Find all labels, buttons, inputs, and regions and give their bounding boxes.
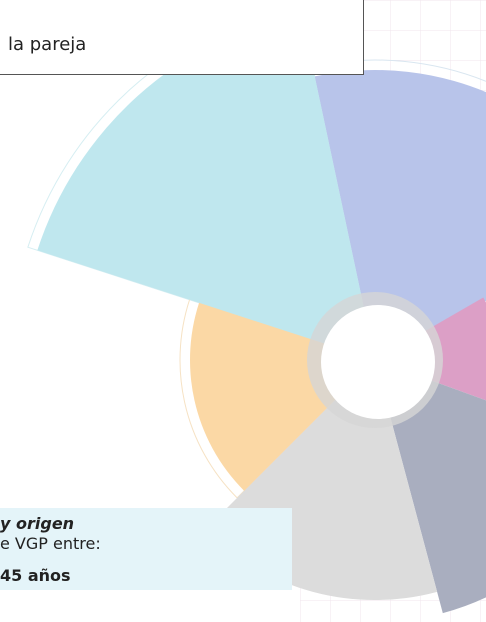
wedge [37, 12, 375, 361]
note-line: 45 años [0, 566, 71, 585]
note-box: y origen e VGP entre: 45 años [0, 508, 292, 590]
wedge [375, 360, 486, 614]
title-box: la pareja [0, 0, 364, 75]
wedge [314, 70, 486, 360]
title: la pareja [8, 34, 87, 55]
wedge [179, 292, 376, 499]
note-line: e VGP entre: [0, 534, 101, 553]
note-line: y origen [0, 514, 75, 533]
inner-circle [321, 305, 435, 419]
